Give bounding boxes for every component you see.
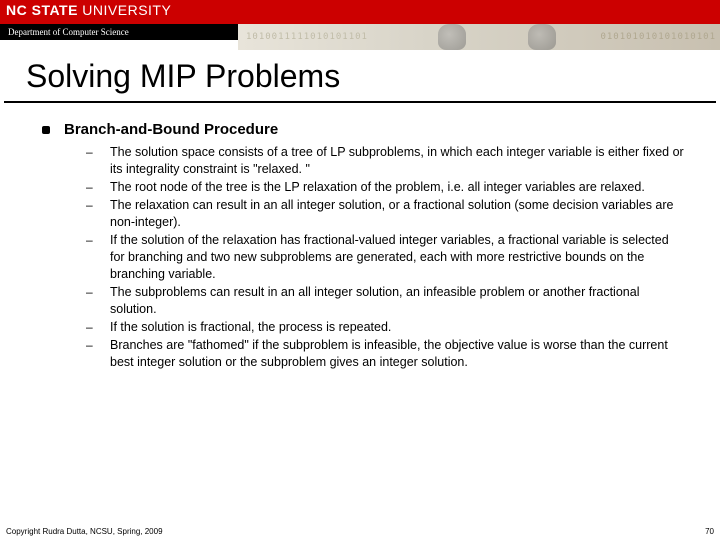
dash-icon: – — [86, 179, 94, 196]
wolf-icon — [438, 24, 466, 50]
list-item: – The solution space consists of a tree … — [86, 144, 684, 178]
main-bullet-label: Branch-and-Bound Procedure — [64, 121, 278, 138]
list-item: – If the solution is fractional, the pro… — [86, 319, 684, 336]
bullet-text: The root node of the tree is the LP rela… — [110, 179, 645, 196]
brand-red-band: NC STATE UNIVERSITY — [0, 0, 720, 24]
bullet-text: The subproblems can result in an all int… — [110, 284, 684, 318]
sub-bullet-list: – The solution space consists of a tree … — [86, 144, 684, 371]
header: NC STATE UNIVERSITY Department of Comput… — [0, 0, 720, 50]
department-label: Department of Computer Science — [0, 24, 238, 40]
bullet-text: The relaxation can result in an all inte… — [110, 197, 684, 231]
footer: Copyright Rudra Dutta, NCSU, Spring, 200… — [6, 527, 714, 536]
dash-icon: – — [86, 284, 94, 301]
dash-icon: – — [86, 197, 94, 214]
copyright-text: Copyright Rudra Dutta, NCSU, Spring, 200… — [6, 527, 163, 536]
university-logo: NC STATE UNIVERSITY — [6, 2, 206, 22]
bullet-text: If the solution is fractional, the proce… — [110, 319, 391, 336]
list-item: – If the solution of the relaxation has … — [86, 232, 684, 283]
dash-icon: – — [86, 232, 94, 249]
bullet-text: If the solution of the relaxation has fr… — [110, 232, 684, 283]
page-title: Solving MIP Problems — [26, 58, 694, 95]
list-item: – The root node of the tree is the LP re… — [86, 179, 684, 196]
bullet-text: The solution space consists of a tree of… — [110, 144, 684, 178]
wolf-icon — [528, 24, 556, 50]
main-bullet: Branch-and-Bound Procedure — [42, 121, 684, 138]
decorative-strip: 1010011111010101101 010101010101010101 — [238, 24, 720, 50]
binary-decoration-left: 1010011111010101101 — [246, 32, 368, 42]
university-name-bold: NC STATE — [6, 2, 78, 18]
title-region: Solving MIP Problems — [4, 50, 716, 103]
dash-icon: – — [86, 337, 94, 354]
list-item: – Branches are "fathomed" if the subprob… — [86, 337, 684, 371]
bullet-icon — [42, 126, 50, 134]
university-name-thin: UNIVERSITY — [78, 2, 171, 18]
list-item: – The subproblems can result in an all i… — [86, 284, 684, 318]
dash-icon: – — [86, 144, 94, 161]
dash-icon: – — [86, 319, 94, 336]
bullet-text: Branches are "fathomed" if the subproble… — [110, 337, 684, 371]
list-item: – The relaxation can result in an all in… — [86, 197, 684, 231]
binary-decoration-right: 010101010101010101 — [600, 32, 716, 42]
content-area: Branch-and-Bound Procedure – The solutio… — [0, 103, 720, 540]
page-number: 70 — [705, 527, 714, 536]
